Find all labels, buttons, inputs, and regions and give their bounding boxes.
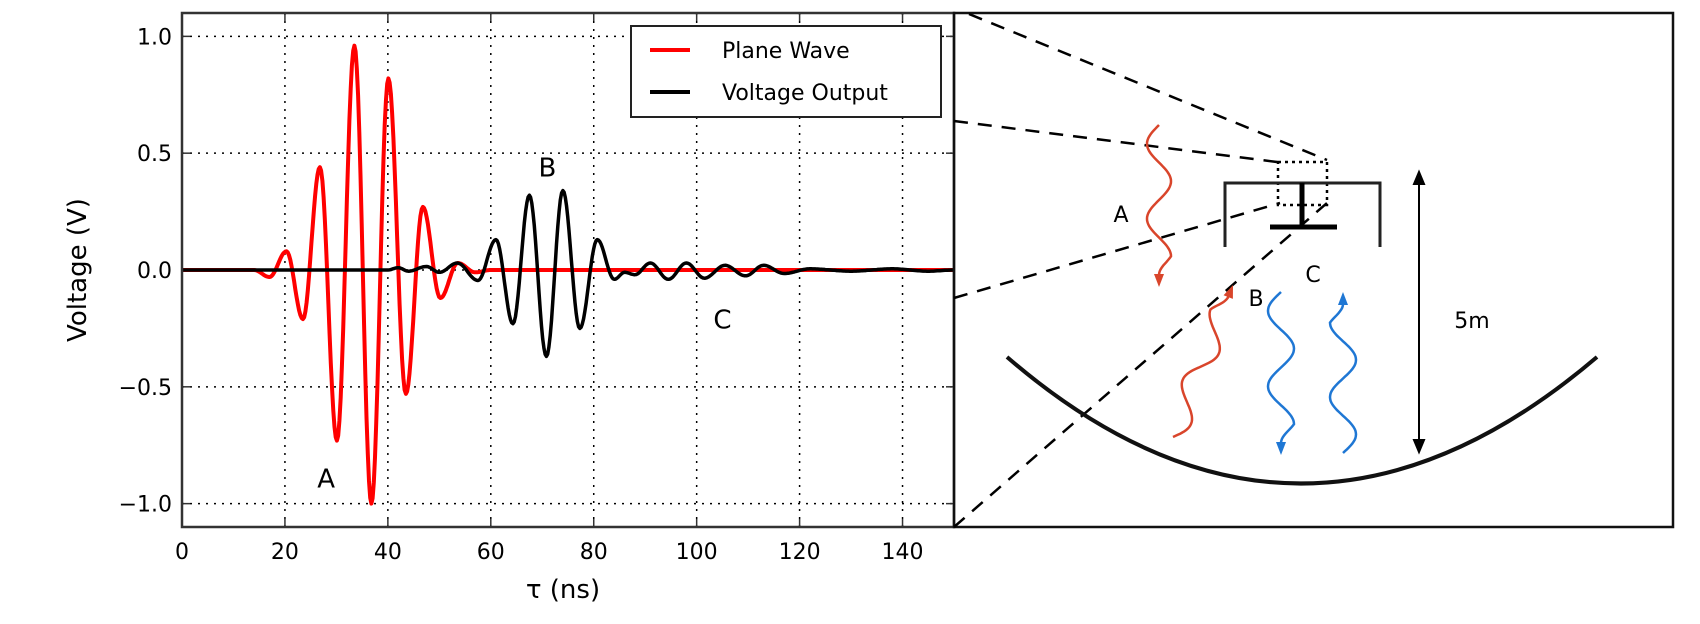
projection-line bbox=[953, 201, 1281, 300]
projection-line bbox=[953, 119, 1278, 164]
x-tick-label: 20 bbox=[271, 540, 299, 565]
reflected-wave-b bbox=[1172, 295, 1230, 439]
x-tick-label: 80 bbox=[580, 540, 608, 565]
legend-label-plane-wave: Plane Wave bbox=[722, 39, 850, 64]
y-tick-label: −0.5 bbox=[119, 376, 172, 401]
y-axis-label: Voltage (V) bbox=[63, 198, 93, 342]
x-tick-label: 40 bbox=[374, 540, 402, 565]
annotation-b: B bbox=[538, 154, 556, 184]
reflected-wave-b-arrowhead-icon bbox=[1223, 285, 1233, 299]
y-tick-label: 1.0 bbox=[137, 25, 172, 50]
x-tick-label: 60 bbox=[477, 540, 505, 565]
height-label: 5m bbox=[1454, 309, 1489, 334]
series-lines bbox=[181, 43, 955, 506]
antenna-diagram: A B C 5m bbox=[952, 11, 1675, 529]
height-arrow bbox=[1412, 169, 1426, 455]
y-tick-label: −1.0 bbox=[119, 493, 172, 518]
y-tick-label: 0.5 bbox=[137, 142, 172, 167]
projection-line bbox=[953, 202, 1328, 528]
wave-c-up-arrowhead-icon bbox=[1338, 292, 1348, 305]
label-c: C bbox=[1305, 263, 1320, 288]
legend: Plane Wave Voltage Output bbox=[630, 25, 942, 118]
dish-reflector bbox=[1005, 355, 1599, 486]
tick-labels: 0 20 40 60 80 100 120 140 1.0 0.5 0.0 −0.5 −1.0 bbox=[119, 25, 924, 565]
x-axis-label: τ (ns) bbox=[526, 575, 600, 605]
incident-wave-a bbox=[1145, 124, 1173, 276]
wave-c-down bbox=[1266, 291, 1296, 444]
label-a: A bbox=[1113, 203, 1128, 228]
x-tick-label: 100 bbox=[676, 540, 718, 565]
x-tick-label: 120 bbox=[779, 540, 821, 565]
x-tick-label: 140 bbox=[882, 540, 924, 565]
zoom-projection-lines bbox=[953, 12, 1328, 528]
axis-ticks bbox=[181, 13, 954, 527]
diagram-frame bbox=[952, 11, 1675, 529]
legend-box bbox=[630, 25, 942, 118]
label-b: B bbox=[1248, 287, 1263, 312]
y-tick-label: 0.0 bbox=[137, 259, 172, 284]
legend-label-voltage-output: Voltage Output bbox=[722, 81, 888, 106]
waves bbox=[1145, 124, 1358, 455]
wave-c-up bbox=[1328, 303, 1358, 454]
series-line-voltage-output bbox=[181, 188, 955, 359]
projection-line bbox=[968, 12, 1328, 162]
annotation-a: A bbox=[317, 464, 335, 494]
x-tick-label: 0 bbox=[175, 540, 189, 565]
annotation-c: C bbox=[713, 305, 731, 335]
incident-wave-a-arrowhead-icon bbox=[1154, 274, 1164, 287]
annotations: A B C bbox=[317, 154, 731, 495]
wave-c-down-arrowhead-icon bbox=[1276, 442, 1286, 455]
